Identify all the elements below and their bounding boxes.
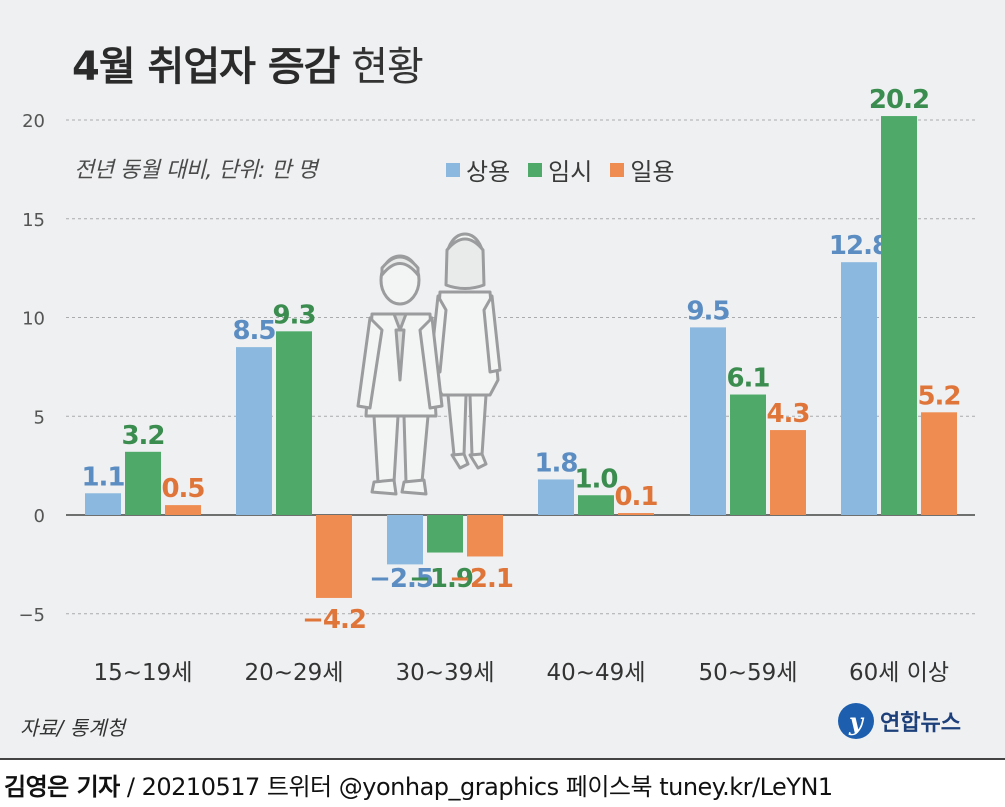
legend-swatch-sangyong [446, 162, 460, 177]
bar-ilyong [467, 515, 503, 557]
x-category-label: 50~59세 [699, 660, 798, 686]
legend-swatch-imsi [528, 162, 543, 177]
bar-ilyong [618, 513, 654, 515]
bar-sangyong [236, 347, 272, 515]
yonhap-logo-mark: y [838, 703, 874, 739]
bar-value-label: 1.1 [81, 462, 124, 492]
businesspeople-icon [356, 232, 502, 496]
source-note: 자료/ 통계청 [20, 716, 126, 740]
footer-text: 김영은 기자 / 20210517 트위터 @yonhap_graphics 페… [4, 767, 833, 802]
legend-item-ilyong: 일용 [610, 152, 675, 187]
legend-label-imsi: 임시 [548, 158, 593, 186]
bar-value-label: −4.2 [302, 605, 366, 635]
legend-item-imsi: 임시 [528, 152, 592, 187]
y-tick-label: 20 [22, 111, 45, 132]
bar-ilyong [921, 412, 957, 515]
x-category-label: 40~49세 [547, 660, 646, 686]
y-tick-label: −5 [18, 605, 45, 626]
x-category-label: 20~29세 [245, 660, 344, 686]
bar-sangyong [841, 262, 877, 515]
bar-imsi [730, 394, 766, 515]
bar-value-label: 9.5 [686, 296, 729, 326]
y-tick-label: 0 [34, 506, 45, 527]
bar-value-label: 6.1 [726, 364, 769, 394]
chart-subtitle: 전년 동월 대비, 단위: 만 명 [74, 158, 318, 183]
bar-value-label: −2.5 [369, 564, 433, 594]
bar-imsi [578, 495, 614, 515]
title-light: 현황 [351, 44, 424, 90]
bar-value-label: −2.1 [449, 564, 513, 594]
bar-sangyong [538, 479, 574, 515]
yonhap-logo: y 연합뉴스 [838, 703, 961, 739]
bar-sangyong [387, 515, 423, 565]
x-category-label: 60세 이상 [849, 660, 949, 686]
bar-value-label: 0.5 [161, 474, 204, 504]
y-tick-label: 5 [34, 407, 45, 428]
bar-value-label: 1.0 [574, 464, 617, 494]
bar-imsi [881, 116, 917, 516]
bar-ilyong [316, 515, 352, 598]
bar-value-label: 0.1 [614, 482, 657, 512]
bar-imsi [427, 515, 463, 553]
bar-value-label: 12.8 [829, 231, 889, 261]
footer-credits: / 20210517 트위터 @yonhap_graphics 페이스북 tun… [119, 773, 833, 801]
chart-title: 4월 취업자 증감 현황 [72, 34, 424, 92]
bar-ilyong [770, 430, 806, 515]
footer-divider [0, 758, 1005, 760]
legend: 상용 임시 일용 [446, 152, 675, 187]
bar-value-label: −1.9 [409, 564, 473, 594]
bar-imsi [276, 331, 312, 515]
reporter-name: 김영은 기자 [4, 773, 120, 801]
legend-item-sangyong: 상용 [446, 152, 510, 187]
bar-value-label: 1.8 [534, 448, 577, 478]
bar-sangyong [85, 493, 121, 515]
legend-label-ilyong: 일용 [630, 158, 675, 186]
bar-chart: 20 15 10 5 0 −5 1.1 8.5 −2.5 1.8 9.5 12.8 3.2 9.3 −1.9… [18, 85, 975, 686]
bar-value-label: 20.2 [869, 85, 929, 115]
legend-swatch-ilyong [610, 162, 625, 177]
bar-sangyong [690, 327, 726, 515]
bar-value-label: 5.2 [917, 381, 960, 411]
x-category-label: 15~19세 [94, 660, 193, 686]
x-category-label: 30~39세 [396, 660, 495, 686]
bar-value-label: 3.2 [121, 421, 164, 451]
y-tick-label: 15 [22, 210, 45, 231]
bar-value-label: 4.3 [766, 399, 809, 429]
bar-ilyong [165, 505, 201, 515]
yonhap-logo-text: 연합뉴스 [880, 711, 961, 736]
bar-imsi [125, 451, 161, 515]
y-tick-label: 10 [22, 309, 45, 330]
legend-label-sangyong: 상용 [466, 158, 511, 186]
credit-footer: 김영은 기자 / 20210517 트위터 @yonhap_graphics 페… [0, 758, 1005, 807]
bar-value-label: 9.3 [272, 300, 315, 330]
bar-value-label: 8.5 [232, 316, 275, 346]
title-bold: 4월 취업자 증감 [72, 44, 340, 90]
